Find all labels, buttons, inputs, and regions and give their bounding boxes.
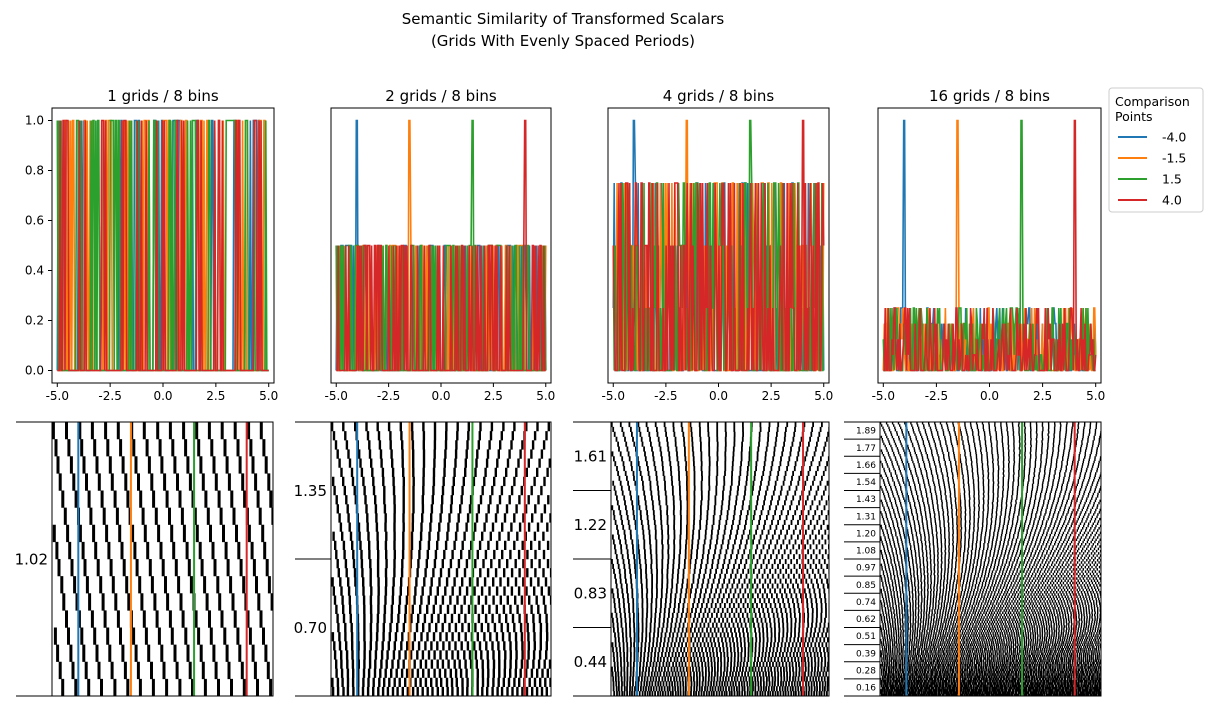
y-tick-label: 0.51 bbox=[856, 632, 876, 642]
x-tick-label: 2.5 bbox=[484, 389, 503, 403]
y-tick-label: 1.08 bbox=[856, 547, 876, 557]
y-tick-label: 0.28 bbox=[856, 666, 876, 676]
x-tick-label: 5.0 bbox=[1086, 389, 1105, 403]
legend-label: -4.0 bbox=[1162, 130, 1186, 145]
y-tick-label: 1.20 bbox=[856, 529, 876, 539]
x-tick-label: -5.0 bbox=[872, 389, 895, 403]
grid-panels: 1.02 0.70 1.35 0.44 0.83 1.22 1.61 0.16 0.28 0.39… bbox=[15, 421, 1102, 697]
x-tick-label: -5.0 bbox=[325, 389, 348, 403]
x-tick-label: 2.5 bbox=[762, 389, 781, 403]
series-line-4.0 bbox=[612, 119, 825, 372]
x-tick-label: 5.0 bbox=[814, 389, 833, 403]
panel-frame bbox=[51, 421, 274, 697]
x-tick-label: 2.5 bbox=[1033, 389, 1052, 403]
x-tick-label: 0.0 bbox=[153, 389, 172, 403]
y-tick-label: 0.62 bbox=[856, 615, 876, 625]
x-tick-label: -2.5 bbox=[98, 389, 121, 403]
panel-title: 2 grids / 8 bins bbox=[385, 87, 497, 105]
series-line-4.0 bbox=[336, 119, 546, 372]
y-tick-label: 1.0 bbox=[25, 114, 44, 128]
y-tick-label: 1.89 bbox=[856, 427, 876, 437]
figure-subtitle: (Grids With Evenly Spaced Periods) bbox=[431, 32, 695, 50]
y-tick-label: 0.0 bbox=[25, 364, 44, 378]
legend-label: -1.5 bbox=[1162, 151, 1186, 166]
y-tick-label: 1.54 bbox=[856, 478, 876, 488]
y-tick-label: 1.22 bbox=[574, 516, 607, 534]
y-tick-label: 0.74 bbox=[856, 598, 876, 608]
grid-cells bbox=[52, 422, 273, 696]
y-tick-label: 1.02 bbox=[15, 550, 48, 568]
x-tick-label: -2.5 bbox=[925, 389, 948, 403]
panel-title: 4 grids / 8 bins bbox=[663, 87, 775, 105]
legend-label: 1.5 bbox=[1162, 172, 1182, 187]
grid-panel-16: 0.16 0.28 0.39 0.51 0.62 0.74 0.85 0.97 1.08 1.20… bbox=[844, 421, 1102, 697]
y-tick-label: 0.4 bbox=[25, 264, 44, 278]
legend: Comparison Points -4.0 -1.5 1.5 4.0 bbox=[1108, 87, 1204, 213]
y-tick-label: 0.44 bbox=[574, 653, 607, 671]
y-tick-label: 1.77 bbox=[856, 444, 876, 454]
line-panel-16: 16 grids / 8 bins -5.0 -2.5 0.0 2.5 5.0 bbox=[872, 87, 1106, 403]
panel-title: 16 grids / 8 bins bbox=[929, 87, 1050, 105]
x-tick-label: -5.0 bbox=[602, 389, 625, 403]
y-tick-label: 0.97 bbox=[856, 564, 876, 574]
legend-title-2: Points bbox=[1115, 109, 1153, 124]
legend-title: Comparison bbox=[1115, 94, 1190, 109]
y-tick-label: 1.66 bbox=[856, 461, 876, 471]
x-tick-label: -2.5 bbox=[377, 389, 400, 403]
y-tick-label: 1.35 bbox=[294, 482, 327, 500]
legend-box bbox=[1108, 87, 1204, 213]
y-tick-label: 0.70 bbox=[294, 619, 327, 637]
x-tick-label: 0.0 bbox=[709, 389, 728, 403]
y-tick-label: 0.85 bbox=[856, 581, 876, 591]
x-tick-label: 0.0 bbox=[431, 389, 450, 403]
x-tick-label: -2.5 bbox=[654, 389, 677, 403]
line-panels: 1 grids / 8 bins -5.0 -2.5 0.0 2.5 5.0 0.0 0.2 0… bbox=[25, 87, 1105, 403]
grid-cells bbox=[880, 422, 1101, 696]
grid-panel-4: 0.44 0.83 1.22 1.61 bbox=[573, 421, 830, 697]
line-panel-1: 1 grids / 8 bins -5.0 -2.5 0.0 2.5 5.0 0.0 0.2 0… bbox=[25, 87, 278, 403]
x-tick-label: 5.0 bbox=[259, 389, 278, 403]
grid-cells bbox=[611, 422, 829, 696]
x-tick-label: 2.5 bbox=[206, 389, 225, 403]
y-tick-label: 1.61 bbox=[574, 448, 607, 466]
y-tick-label: 0.83 bbox=[574, 585, 607, 603]
legend-label: 4.0 bbox=[1162, 193, 1182, 208]
panel-title: 1 grids / 8 bins bbox=[107, 87, 219, 105]
figure-title: Semantic Similarity of Transformed Scala… bbox=[402, 10, 725, 28]
line-panel-2: 2 grids / 8 bins -5.0 -2.5 0.0 2.5 5.0 bbox=[325, 87, 556, 403]
grid-panel-2: 0.70 1.35 bbox=[294, 421, 552, 697]
x-tick-label: 0.0 bbox=[980, 389, 999, 403]
y-tick-label: 0.39 bbox=[856, 649, 876, 659]
grid-panel-1: 1.02 bbox=[15, 421, 274, 697]
y-tick-label: 0.16 bbox=[856, 684, 876, 694]
series-line-4.0 bbox=[883, 119, 1097, 372]
y-tick-label: 0.6 bbox=[25, 214, 44, 228]
x-tick-label: -5.0 bbox=[46, 389, 69, 403]
y-tick-label: 1.43 bbox=[856, 495, 876, 505]
y-tick-label: 0.2 bbox=[25, 314, 44, 328]
y-tick-label: 0.8 bbox=[25, 164, 44, 178]
x-tick-label: 5.0 bbox=[536, 389, 555, 403]
line-panel-4: 4 grids / 8 bins -5.0 -2.5 0.0 2.5 5.0 bbox=[602, 87, 834, 403]
grid-cells bbox=[331, 422, 551, 696]
series-line-4.0 bbox=[57, 119, 269, 372]
y-tick-label: 1.31 bbox=[856, 512, 876, 522]
